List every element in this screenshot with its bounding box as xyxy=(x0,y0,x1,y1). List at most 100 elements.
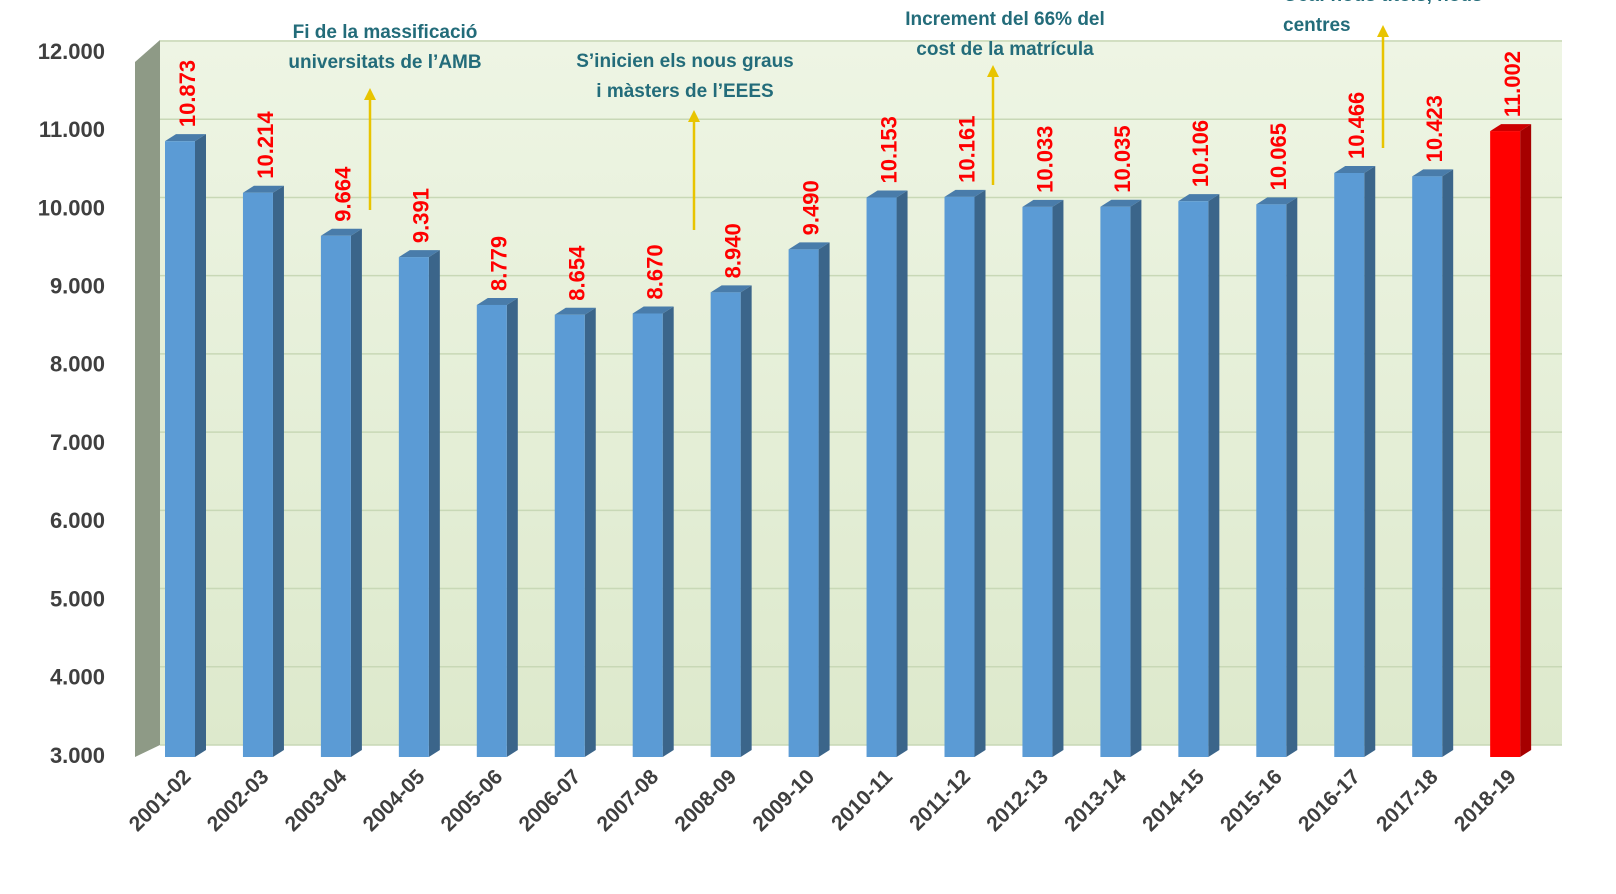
bar-top xyxy=(165,134,206,142)
y-tick-label: 7.000 xyxy=(50,430,105,455)
bar-side xyxy=(1130,199,1142,757)
bar-side xyxy=(662,306,674,757)
y-tick-label: 3.000 xyxy=(50,743,105,768)
bar xyxy=(788,249,819,758)
value-label: 8.779 xyxy=(487,236,512,291)
bar-top xyxy=(1256,197,1298,205)
x-tick-label: 2015-16 xyxy=(1216,765,1287,836)
bar-top xyxy=(398,250,440,258)
bar xyxy=(1490,131,1521,757)
annotation-arrowhead xyxy=(364,88,376,100)
bar xyxy=(554,314,585,757)
x-tick-label: 2011-12 xyxy=(905,765,975,835)
bar xyxy=(1178,201,1209,757)
x-tick-label: 2013-14 xyxy=(1060,765,1131,836)
value-label: 10.466 xyxy=(1344,92,1369,159)
annotation-arrowhead xyxy=(1377,25,1389,37)
value-label: 10.873 xyxy=(175,60,200,127)
bar xyxy=(1100,206,1131,757)
bar-top xyxy=(632,306,674,314)
value-label: 8.940 xyxy=(720,223,745,278)
bar xyxy=(866,197,897,757)
bar-top xyxy=(1412,169,1454,177)
x-tick-label: 2002-03 xyxy=(203,765,274,836)
bar xyxy=(1022,206,1053,758)
side-wall xyxy=(135,40,160,757)
x-tick-label: 2004-05 xyxy=(359,765,430,836)
bar-side xyxy=(1286,197,1298,758)
bar-side xyxy=(1364,165,1376,757)
bar-side xyxy=(195,134,206,758)
bar xyxy=(398,257,429,757)
x-tick-label: 2007-08 xyxy=(592,765,663,836)
bar xyxy=(632,313,663,757)
bar-top xyxy=(320,228,362,236)
x-tick-label: 2010-11 xyxy=(827,765,897,835)
bar-side xyxy=(896,190,908,757)
y-tick-label: 4.000 xyxy=(50,665,105,690)
bar-top xyxy=(710,285,752,293)
bar xyxy=(165,141,195,758)
bar-top xyxy=(1334,165,1376,173)
value-label: 10.106 xyxy=(1188,120,1213,187)
y-tick-label: 12.000 xyxy=(38,39,105,64)
annotation-arrowhead xyxy=(987,65,999,77)
y-tick-label: 11.000 xyxy=(39,117,105,142)
value-label: 10.035 xyxy=(1110,125,1135,192)
bar-top xyxy=(242,185,284,193)
y-tick-label: 5.000 xyxy=(50,586,105,611)
x-tick-label: 2014-15 xyxy=(1138,765,1209,836)
bar-top xyxy=(1022,199,1064,207)
bar xyxy=(1412,176,1443,757)
value-label: 10.065 xyxy=(1266,123,1291,190)
value-label: 10.214 xyxy=(253,111,278,179)
y-tick-label: 10.000 xyxy=(38,195,105,220)
annotation-arrowhead xyxy=(688,110,700,122)
value-label: 10.153 xyxy=(876,116,901,183)
x-tick-label: 2017-18 xyxy=(1372,765,1443,836)
annotation: universitats de l’AMB xyxy=(288,52,481,73)
x-tick-label: 2016-17 xyxy=(1294,765,1365,836)
bar-side xyxy=(1208,194,1220,757)
bar-top xyxy=(1490,124,1532,132)
bar-side xyxy=(428,250,440,757)
bar-top xyxy=(944,189,986,197)
x-tick-label: 2008-09 xyxy=(670,765,741,836)
bar-top xyxy=(1100,199,1142,207)
x-tick-label: 2001-02 xyxy=(125,765,196,836)
value-label: 8.670 xyxy=(643,244,668,299)
bar xyxy=(710,292,741,757)
annotation: Oca: nous títols, nous xyxy=(1283,0,1483,6)
annotation: Fi de la massificació xyxy=(293,22,478,43)
bar-side xyxy=(506,297,518,757)
x-tick-label: 2018-19 xyxy=(1450,765,1521,836)
value-label: 9.490 xyxy=(798,180,823,235)
value-label: 9.664 xyxy=(331,166,356,222)
annotation: Increment del 66% del xyxy=(905,9,1105,30)
bar xyxy=(1334,172,1365,757)
bar-side xyxy=(272,185,284,757)
value-label: 10.161 xyxy=(954,116,979,183)
value-label: 11.002 xyxy=(1500,51,1525,117)
x-tick-label: 2003-04 xyxy=(281,765,352,836)
bar-top xyxy=(476,297,518,305)
y-tick-label: 6.000 xyxy=(50,508,105,533)
x-tick-label: 2006-07 xyxy=(515,765,586,836)
y-tick-label: 9.000 xyxy=(50,273,105,298)
x-tick-label: 2009-10 xyxy=(748,765,819,836)
value-label: 10.033 xyxy=(1032,126,1057,193)
annotation: S’inicien els nous graus xyxy=(576,51,794,72)
bar-side xyxy=(1442,169,1454,757)
bar xyxy=(1256,204,1287,758)
bar xyxy=(944,196,975,758)
bar-top xyxy=(554,307,596,315)
bar-side xyxy=(818,242,830,758)
annotation: cost de la matrícula xyxy=(916,39,1094,60)
bar xyxy=(242,192,273,757)
bar-side xyxy=(350,228,362,757)
x-tick-label: 2005-06 xyxy=(437,765,508,836)
bar-top xyxy=(866,190,908,198)
y-tick-label: 8.000 xyxy=(50,352,105,377)
bar-side xyxy=(1520,124,1532,757)
